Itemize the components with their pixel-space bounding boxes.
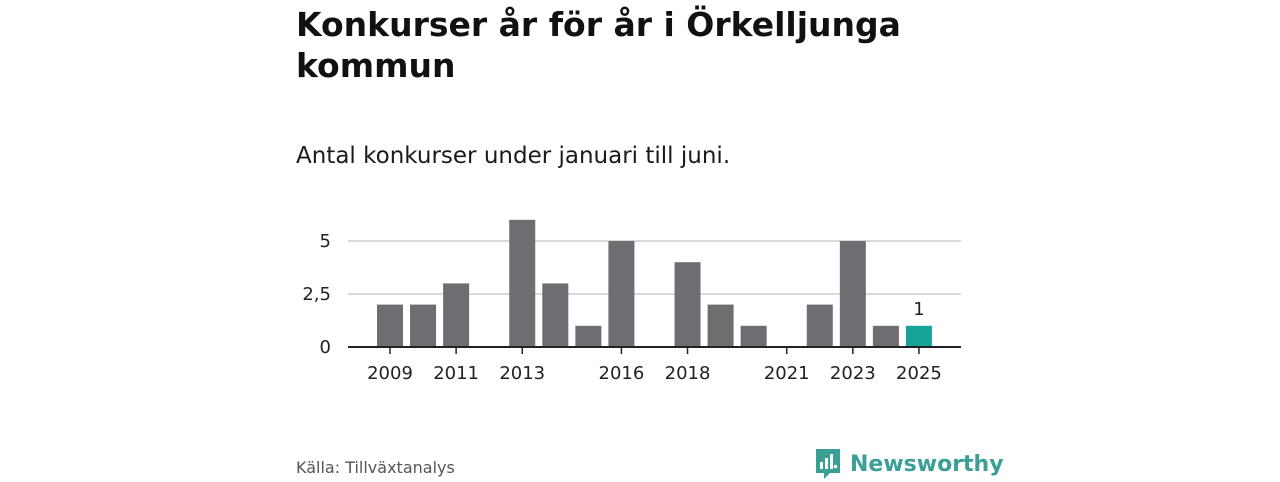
- bar-2018: [674, 262, 701, 347]
- y-axis-ticks: 02,55: [302, 231, 331, 358]
- bars: [377, 219, 932, 347]
- bar-2022: [806, 304, 833, 347]
- x-tick-label: 2016: [599, 363, 645, 384]
- x-axis-ticks: 2009 2011 2013 2016 2018 2021 2023 2025: [367, 347, 942, 384]
- bar-2011: [443, 283, 470, 347]
- y-tick-label: 5: [320, 231, 331, 252]
- data-labels: 1: [913, 299, 924, 320]
- bar-2009: [377, 304, 403, 347]
- bar-2015: [575, 325, 602, 347]
- grid-lines: [348, 240, 961, 295]
- newsworthy-logo-icon: [816, 449, 840, 479]
- x-tick-label: 2011: [433, 363, 479, 384]
- bar-2013: [509, 219, 536, 347]
- x-tick-label: 2021: [764, 363, 810, 384]
- chart-subtitle: Antal konkurser under januari till juni.: [296, 143, 731, 169]
- bar-2016: [608, 241, 635, 347]
- bar-2014: [542, 283, 569, 347]
- y-tick-label: 2,5: [302, 284, 331, 305]
- chart-title: Konkurser år för år i Örkelljunga kommun: [296, 5, 901, 85]
- source-note: Källa: Tillväxtanalys: [296, 458, 455, 477]
- bar-2024: [872, 325, 899, 347]
- bar-2023: [839, 241, 866, 347]
- bar-2010: [410, 304, 437, 347]
- bar-2020: [740, 325, 767, 347]
- bar-2025: [905, 325, 932, 347]
- brand-name: Newsworthy: [850, 451, 1004, 477]
- x-tick-label: 2025: [896, 363, 942, 384]
- bar-2019: [707, 304, 734, 347]
- x-tick-label: 2018: [665, 363, 711, 384]
- brand-logo[interactable]: Newsworthy: [814, 446, 1004, 482]
- data-label: 1: [913, 299, 924, 320]
- x-tick-label: 2013: [499, 363, 545, 384]
- x-tick-label: 2009: [367, 363, 413, 384]
- y-tick-label: 0: [320, 337, 331, 358]
- x-tick-label: 2023: [830, 363, 876, 384]
- bar-chart: 02,55 2009 2011 2013 2016 2018 2021 2023 2025 1: [302, 219, 961, 384]
